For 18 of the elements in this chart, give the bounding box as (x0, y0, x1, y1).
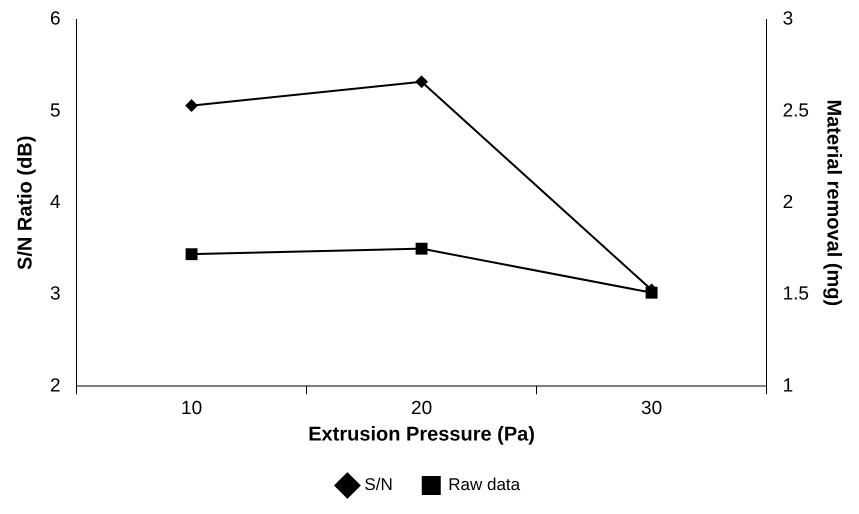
y-tick-label: 3 (50, 284, 61, 305)
y-tick-label: 4 (50, 192, 61, 214)
y-axis-title: S/N Ratio (dB) (14, 136, 37, 270)
y2-tick-label: 2.5 (782, 100, 810, 122)
legend-label: Raw data (448, 475, 521, 494)
y-tick-label: 2 (50, 375, 61, 396)
legend-label: S/N (364, 475, 393, 494)
y-tick-label: 6 (50, 8, 61, 30)
y2-tick-label: 1 (782, 375, 794, 396)
x-tick-label: 30 (641, 398, 662, 419)
x-tick-label: 20 (411, 398, 432, 419)
y2-axis-title: Material removal (mg) (822, 99, 844, 306)
y-tick-label: 5 (50, 100, 61, 122)
y2-tick-label: 2 (782, 192, 794, 214)
y2-tick-label: 1.5 (782, 284, 810, 305)
y2-tick-label: 3 (782, 8, 794, 30)
x-tick-label: 10 (181, 398, 202, 419)
x-axis-title: Extrusion Pressure (Pa) (308, 424, 535, 446)
